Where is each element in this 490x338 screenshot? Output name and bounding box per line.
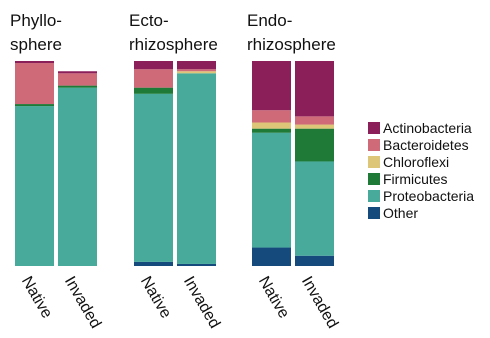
panel-2: Endo-rhizosphere Native Invaded: [247, 11, 341, 331]
bar-segment-bacteroidetes: [134, 69, 173, 88]
panel-0: Phyllo-sphere Native Invaded: [10, 11, 104, 331]
bar-segment-proteobacteria: [295, 161, 334, 256]
bar-segment-other: [134, 261, 173, 266]
bar-segment-actinobacteria: [15, 61, 54, 64]
legend-swatch-other: [368, 207, 380, 219]
legend-label-firmicutes: Firmicutes: [383, 171, 448, 187]
legend-label-other: Other: [383, 205, 418, 221]
legend-label-actinobacteria: Actinobacteria: [383, 120, 472, 136]
legend-swatch-actinobacteria: [368, 122, 380, 134]
bar-segment-bacteroidetes: [177, 69, 216, 72]
category-tick-label: Invaded: [61, 274, 104, 332]
category-tick-label: Native: [137, 274, 174, 322]
bar-segment-other: [295, 255, 334, 266]
bar-segment-other: [252, 247, 291, 266]
bar-segment-bacteroidetes: [58, 73, 97, 86]
legend-swatch-firmicutes: [368, 173, 380, 185]
panel-title-line: Endo-: [247, 11, 292, 30]
legend-label-proteobacteria: Proteobacteria: [383, 188, 474, 204]
category-tick-label: Native: [18, 274, 55, 322]
panel-title-line: rhizosphere: [247, 35, 336, 54]
category-tick-label: Invaded: [180, 274, 223, 332]
bar-segment-bacteroidetes: [252, 110, 291, 123]
legend-label-chloroflexi: Chloroflexi: [383, 154, 449, 170]
legend-swatch-proteobacteria: [368, 190, 380, 202]
bar-segment-proteobacteria: [58, 87, 97, 267]
bar-segment-actinobacteria: [252, 61, 291, 111]
bar-segment-actinobacteria: [177, 61, 216, 70]
legend: ActinobacteriaBacteroidetesChloroflexiFi…: [368, 120, 474, 221]
bar-segment-firmicutes: [58, 85, 97, 88]
bar-segment-firmicutes: [295, 128, 334, 162]
bar-segment-chloroflexi: [295, 124, 334, 129]
bar-segment-actinobacteria: [295, 61, 334, 117]
bar-segment-other: [177, 263, 216, 266]
bar-segment-firmicutes: [15, 104, 54, 107]
panel-title-line: Phyllo-: [10, 11, 62, 30]
panel-title-line: Ecto-: [129, 11, 169, 30]
bar-segment-chloroflexi: [252, 122, 291, 129]
bar-segment-firmicutes: [252, 128, 291, 133]
panel-title-line: rhizosphere: [129, 35, 218, 54]
bar-segment-proteobacteria: [177, 73, 216, 264]
panel-1: Ecto-rhizosphere Native Invaded: [129, 11, 223, 331]
bar-segment-bacteroidetes: [295, 116, 334, 125]
legend-label-bacteroidetes: Bacteroidetes: [383, 137, 469, 153]
legend-swatch-bacteroidetes: [368, 139, 380, 151]
panel-title-line: sphere: [10, 35, 62, 54]
category-tick-label: Invaded: [298, 274, 341, 332]
bar-segment-proteobacteria: [15, 106, 54, 266]
bar-segment-actinobacteria: [58, 71, 97, 74]
bar-segment-proteobacteria: [134, 93, 173, 262]
category-tick-label: Native: [255, 274, 292, 322]
bar-segment-bacteroidetes: [15, 63, 54, 105]
legend-swatch-chloroflexi: [368, 156, 380, 168]
bar-segment-actinobacteria: [134, 61, 173, 70]
bar-segment-proteobacteria: [252, 132, 291, 248]
bar-segment-chloroflexi: [177, 71, 216, 74]
bar-segment-firmicutes: [134, 87, 173, 94]
